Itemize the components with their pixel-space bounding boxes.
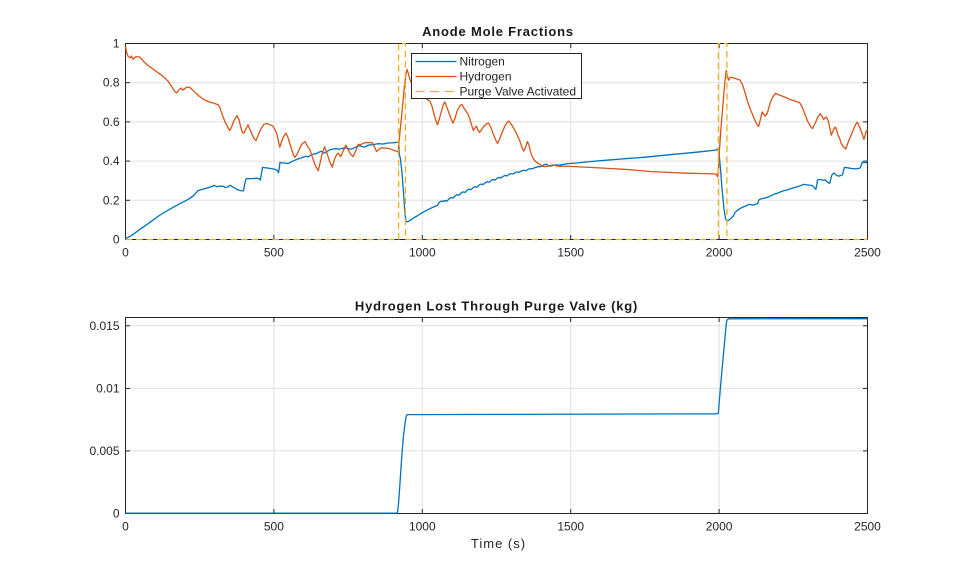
svg-text:0.01: 0.01 bbox=[96, 381, 120, 395]
svg-text:0.8: 0.8 bbox=[103, 76, 120, 90]
svg-text:2500: 2500 bbox=[854, 520, 881, 534]
svg-text:2000: 2000 bbox=[706, 520, 733, 534]
svg-text:0: 0 bbox=[122, 520, 129, 534]
svg-text:500: 500 bbox=[264, 520, 284, 534]
svg-text:0: 0 bbox=[113, 507, 120, 521]
svg-text:Nitrogen: Nitrogen bbox=[460, 55, 505, 69]
svg-text:1000: 1000 bbox=[409, 520, 436, 534]
svg-text:0.4: 0.4 bbox=[103, 154, 120, 168]
svg-text:Purge Valve Activated: Purge Valve Activated bbox=[460, 85, 577, 99]
svg-text:0.2: 0.2 bbox=[103, 193, 120, 207]
svg-text:0: 0 bbox=[122, 246, 129, 260]
svg-text:Hydrogen Lost Through Purge Va: Hydrogen Lost Through Purge Valve (kg) bbox=[355, 299, 638, 314]
svg-text:1000: 1000 bbox=[409, 246, 436, 260]
svg-text:0: 0 bbox=[113, 233, 120, 247]
svg-text:Time (s): Time (s) bbox=[471, 536, 526, 551]
svg-text:Anode Mole Fractions: Anode Mole Fractions bbox=[422, 24, 574, 39]
svg-text:2500: 2500 bbox=[854, 246, 881, 260]
svg-text:1500: 1500 bbox=[557, 520, 584, 534]
svg-text:500: 500 bbox=[264, 246, 284, 260]
svg-text:1: 1 bbox=[113, 37, 120, 51]
svg-text:1500: 1500 bbox=[557, 246, 584, 260]
svg-text:0.005: 0.005 bbox=[89, 444, 119, 458]
svg-text:0.6: 0.6 bbox=[103, 115, 120, 129]
svg-text:2000: 2000 bbox=[706, 246, 733, 260]
svg-text:Hydrogen: Hydrogen bbox=[460, 70, 512, 84]
svg-text:0.015: 0.015 bbox=[89, 319, 119, 333]
